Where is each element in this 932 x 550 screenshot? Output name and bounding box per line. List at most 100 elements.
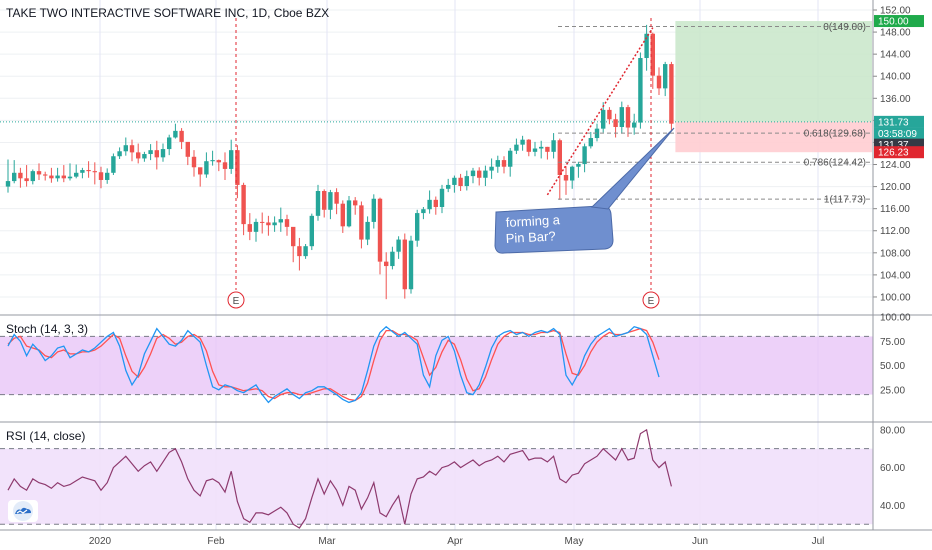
candle-body[interactable] xyxy=(74,172,79,177)
candle-body[interactable] xyxy=(266,222,271,226)
candle-body[interactable] xyxy=(452,177,457,185)
candle-body[interactable] xyxy=(390,251,395,267)
candle-body[interactable] xyxy=(123,145,128,152)
candle-body[interactable] xyxy=(663,64,668,89)
candle-body[interactable] xyxy=(160,149,166,158)
candle-body[interactable] xyxy=(67,176,73,179)
candle-body[interactable] xyxy=(408,240,414,290)
candle-body[interactable] xyxy=(253,221,259,232)
candle-body[interactable] xyxy=(539,146,544,149)
candle-body[interactable] xyxy=(272,222,277,226)
candle-body[interactable] xyxy=(12,172,17,182)
candle-body[interactable] xyxy=(545,146,550,152)
candle-body[interactable] xyxy=(613,119,618,127)
candle-body[interactable] xyxy=(433,199,438,208)
candle-body[interactable] xyxy=(588,138,593,147)
candle-layer[interactable] xyxy=(5,24,674,300)
candle-body[interactable] xyxy=(551,140,556,152)
candle-body[interactable] xyxy=(86,170,91,172)
candle-body[interactable] xyxy=(563,175,569,181)
candle-body[interactable] xyxy=(526,139,531,152)
candle-body[interactable] xyxy=(328,192,333,210)
candle-body[interactable] xyxy=(576,163,581,167)
candle-body[interactable] xyxy=(415,213,420,241)
candle-body[interactable] xyxy=(334,192,339,204)
candle-body[interactable] xyxy=(278,219,283,223)
candle-body[interactable] xyxy=(303,246,308,257)
candle-body[interactable] xyxy=(365,221,370,240)
candle-body[interactable] xyxy=(105,172,110,180)
candle-body[interactable] xyxy=(483,170,488,178)
candle-body[interactable] xyxy=(198,167,203,175)
candle-body[interactable] xyxy=(489,166,494,171)
earnings-marker[interactable] xyxy=(642,291,660,309)
candle-body[interactable] xyxy=(601,109,606,129)
candle-body[interactable] xyxy=(117,151,122,157)
candle-body[interactable] xyxy=(55,175,60,179)
candle-body[interactable] xyxy=(520,139,525,145)
candle-body[interactable] xyxy=(322,191,327,210)
candle-body[interactable] xyxy=(129,145,135,153)
earnings-marker[interactable] xyxy=(227,291,245,309)
candle-body[interactable] xyxy=(111,156,116,173)
candle-body[interactable] xyxy=(43,174,48,176)
candle-body[interactable] xyxy=(98,172,104,180)
candle-body[interactable] xyxy=(340,203,345,227)
candle-body[interactable] xyxy=(644,33,649,59)
candle-body[interactable] xyxy=(495,160,500,167)
candle-body[interactable] xyxy=(291,226,296,247)
candle-body[interactable] xyxy=(297,246,302,257)
candle-body[interactable] xyxy=(346,200,352,227)
candle-body[interactable] xyxy=(229,150,234,169)
candle-body[interactable] xyxy=(353,200,358,206)
candle-body[interactable] xyxy=(36,171,42,175)
candle-body[interactable] xyxy=(377,198,383,262)
candle-body[interactable] xyxy=(427,199,432,210)
candle-body[interactable] xyxy=(669,64,674,124)
candle-body[interactable] xyxy=(396,239,401,252)
candle-body[interactable] xyxy=(247,224,252,232)
candle-body[interactable] xyxy=(359,205,364,240)
candle-body[interactable] xyxy=(154,150,159,158)
candle-body[interactable] xyxy=(24,178,29,182)
candle-body[interactable] xyxy=(446,184,451,189)
candle-body[interactable] xyxy=(632,122,637,128)
candle-body[interactable] xyxy=(80,170,85,173)
candle-body[interactable] xyxy=(638,58,643,123)
candle-body[interactable] xyxy=(5,181,11,187)
candle-body[interactable] xyxy=(501,160,507,167)
candle-body[interactable] xyxy=(241,184,246,225)
candle-body[interactable] xyxy=(557,140,562,176)
candle-body[interactable] xyxy=(570,166,575,181)
candle-body[interactable] xyxy=(148,150,153,155)
candle-body[interactable] xyxy=(315,191,321,216)
candle-body[interactable] xyxy=(210,160,215,162)
candle-body[interactable] xyxy=(402,239,407,290)
candle-body[interactable] xyxy=(625,107,631,128)
candle-body[interactable] xyxy=(656,75,662,89)
candle-body[interactable] xyxy=(514,144,519,151)
candle-body[interactable] xyxy=(61,175,66,179)
candle-body[interactable] xyxy=(421,209,426,214)
candle-body[interactable] xyxy=(284,219,290,227)
candle-body[interactable] xyxy=(92,171,97,173)
candle-body[interactable] xyxy=(216,160,221,163)
candle-body[interactable] xyxy=(142,154,147,159)
candle-body[interactable] xyxy=(508,150,513,167)
candle-body[interactable] xyxy=(619,107,624,127)
candle-body[interactable] xyxy=(30,171,35,182)
candle-body[interactable] xyxy=(439,188,445,208)
candle-body[interactable] xyxy=(136,152,141,159)
tradingview-logo[interactable] xyxy=(8,500,38,522)
candle-body[interactable] xyxy=(384,261,389,267)
candle-body[interactable] xyxy=(582,146,587,164)
candle-body[interactable] xyxy=(607,109,612,120)
candle-body[interactable] xyxy=(49,175,54,179)
candle-body[interactable] xyxy=(191,156,197,168)
candle-body[interactable] xyxy=(464,176,469,187)
candle-body[interactable] xyxy=(204,161,209,175)
candle-body[interactable] xyxy=(18,172,23,179)
candle-body[interactable] xyxy=(309,215,314,247)
candle-body[interactable] xyxy=(222,162,228,169)
candle-body[interactable] xyxy=(179,130,184,142)
